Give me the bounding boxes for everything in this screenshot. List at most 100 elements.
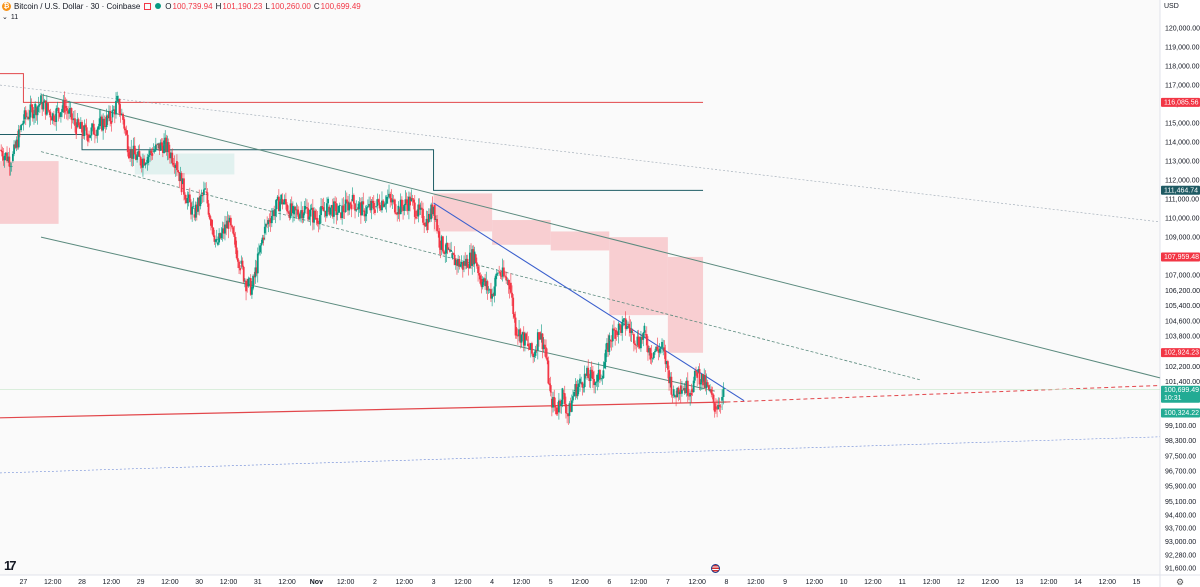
candle-body [702, 374, 704, 386]
candle-body [15, 139, 18, 148]
candle-body [284, 199, 287, 205]
candle-body [657, 349, 660, 353]
candle-body [588, 377, 591, 382]
price-tick-label: 111,000.00 [1165, 197, 1199, 204]
candle-body [262, 237, 265, 240]
candle-body [64, 105, 67, 109]
candle-body [620, 325, 622, 333]
candle-body [24, 110, 27, 118]
time-tick-label: Nov [310, 579, 323, 586]
candle-body [416, 210, 419, 217]
candle-body [79, 122, 82, 129]
currency-label[interactable]: USD [1164, 3, 1179, 10]
candle-body [513, 314, 516, 318]
candle-body [419, 207, 422, 210]
candle-body [575, 384, 578, 397]
candle-body [367, 206, 369, 208]
candle-body [495, 273, 498, 276]
candle-body [364, 213, 367, 217]
candle-body [649, 348, 652, 360]
indicators-toggle[interactable]: ⌄ 11 [2, 13, 18, 22]
candle-body [294, 206, 297, 211]
candle-body [280, 194, 283, 202]
candle-body [337, 205, 340, 213]
gear-icon[interactable]: ⚙ [1176, 577, 1185, 587]
candle-body [434, 218, 437, 220]
channel-mid-line [40, 151, 920, 381]
candle-body [144, 163, 147, 166]
label-zone-bottom-bg [1161, 348, 1200, 358]
symbol-title[interactable]: Bitcoin / U.S. Dollar · 30 · Coinbase [14, 1, 141, 11]
candle-body [35, 107, 38, 116]
candle-body [566, 413, 569, 415]
candle-body [629, 328, 632, 333]
candle-body [560, 404, 563, 406]
candle-body [321, 206, 324, 208]
red-step-resistance-line [0, 73, 704, 103]
candle-body [342, 205, 345, 212]
price-tick-label: 120,000.00 [1165, 26, 1200, 33]
candle-body [133, 145, 136, 155]
candle-body [697, 368, 700, 373]
candle-body [583, 373, 586, 388]
candle-body [465, 258, 468, 266]
candle-body [290, 203, 293, 214]
candle-body [409, 196, 412, 206]
candle-body [242, 266, 245, 282]
candle-body [606, 342, 608, 350]
candle-body [327, 198, 329, 204]
tradingview-logo-icon[interactable]: 17 [4, 558, 17, 573]
candle-body [624, 318, 627, 329]
time-tick-label: 6 [607, 579, 611, 586]
candle-body [432, 206, 435, 215]
label-last-price-bg [1161, 385, 1200, 403]
candle-body [389, 193, 392, 199]
price-tick-label: 107,000.00 [1165, 273, 1200, 280]
candle-body [632, 334, 635, 344]
candle-body [438, 231, 441, 248]
candle-body [235, 247, 238, 259]
candle-body [361, 201, 363, 216]
candle-body [261, 237, 264, 244]
candle-body [301, 210, 304, 219]
time-tick-label: 12:00 [278, 579, 296, 586]
candle-body [418, 204, 421, 210]
candle-body [355, 209, 358, 211]
flag-icon[interactable] [144, 2, 152, 10]
candle-body [378, 202, 381, 209]
price-tick-label: 95,900.00 [1165, 484, 1196, 491]
candle-body [494, 275, 497, 287]
candle-body [406, 203, 409, 211]
price-tick-label: 109,000.00 [1165, 235, 1200, 242]
candle-body [385, 196, 388, 204]
candle-body [584, 373, 587, 375]
candle-body [464, 261, 467, 266]
candle-body [272, 210, 274, 216]
candle-body [289, 203, 292, 218]
time-tick-label: 12:00 [571, 579, 589, 586]
candle-body [485, 281, 488, 287]
candle-body [721, 396, 723, 401]
label-last-price: 100,699.49 [1164, 387, 1199, 394]
candle-body [552, 397, 554, 408]
candle-body [174, 165, 177, 168]
candle-body [17, 129, 20, 148]
price-tick-label: 103,800.00 [1165, 334, 1200, 341]
candle-body [125, 130, 128, 135]
us-flag-icon[interactable] [711, 564, 720, 573]
candle-body [335, 203, 338, 215]
candle-body [98, 118, 101, 127]
candle-body [699, 382, 702, 385]
candle-body [682, 389, 685, 391]
supply-zones [0, 153, 704, 353]
time-tick-label: 12:00 [1040, 579, 1058, 586]
candle-body [567, 414, 570, 417]
candle-body [540, 333, 543, 340]
candle-body [97, 126, 100, 130]
candle-body [4, 152, 7, 156]
candle-body [688, 395, 690, 397]
candle-body [228, 217, 231, 222]
candle-body [679, 385, 682, 394]
candle-body [539, 332, 542, 340]
